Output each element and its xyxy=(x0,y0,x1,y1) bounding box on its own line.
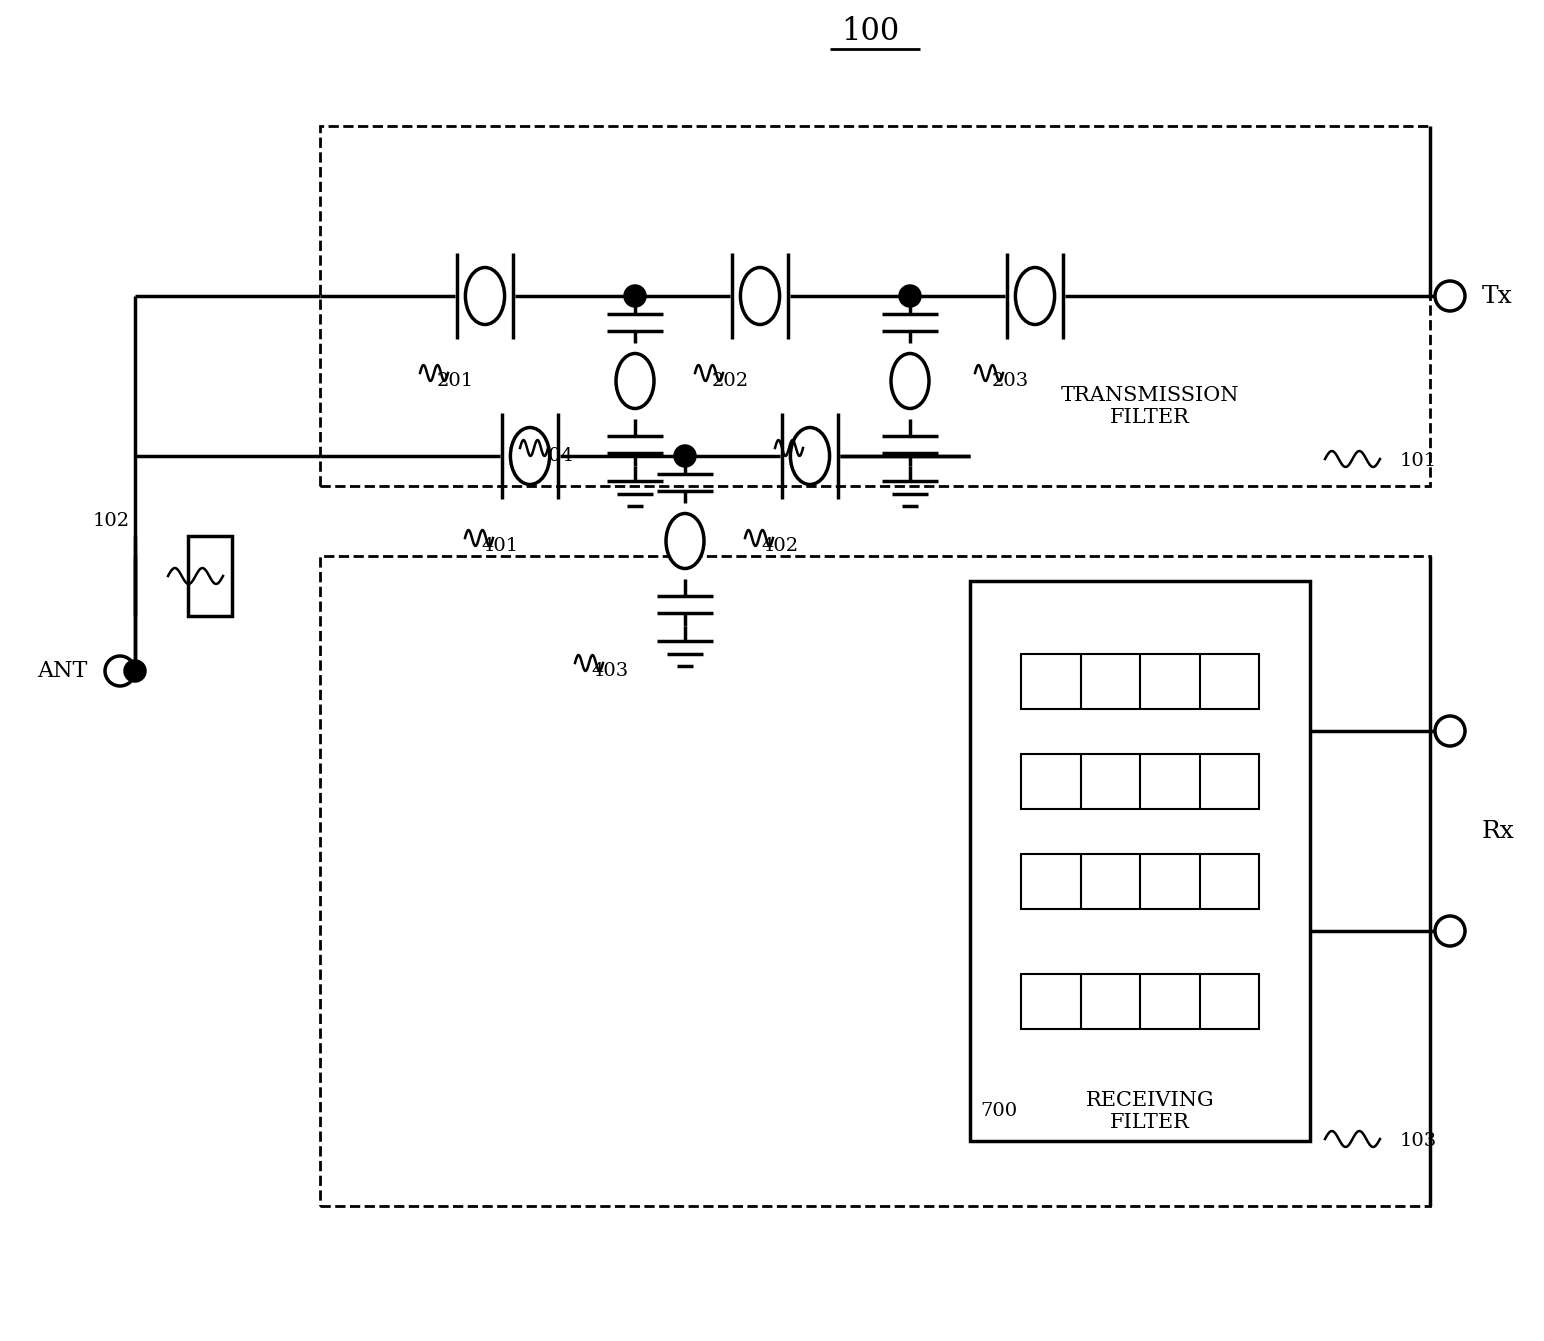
Ellipse shape xyxy=(665,514,704,569)
Text: 201: 201 xyxy=(437,371,474,390)
Circle shape xyxy=(125,661,145,681)
Ellipse shape xyxy=(616,354,655,409)
Text: Tx: Tx xyxy=(1482,284,1513,307)
Ellipse shape xyxy=(891,354,929,409)
Text: 100: 100 xyxy=(841,16,899,47)
Bar xyxy=(320,126,1430,485)
Text: ANT: ANT xyxy=(37,660,86,683)
Text: TRANSMISSION
FILTER: TRANSMISSION FILTER xyxy=(1061,385,1240,426)
Text: 102: 102 xyxy=(93,512,130,530)
Text: 103: 103 xyxy=(1400,1132,1437,1151)
Text: 203: 203 xyxy=(991,371,1028,390)
Bar xyxy=(1021,853,1258,908)
Bar xyxy=(1021,974,1258,1029)
Bar xyxy=(320,557,1430,1206)
Ellipse shape xyxy=(791,428,829,484)
Bar xyxy=(188,536,232,616)
Bar xyxy=(1021,754,1258,809)
Ellipse shape xyxy=(1016,267,1055,325)
Text: 700: 700 xyxy=(980,1102,1017,1120)
Text: Rx: Rx xyxy=(1482,819,1515,842)
Bar xyxy=(970,581,1309,1141)
Circle shape xyxy=(625,286,645,306)
Ellipse shape xyxy=(511,428,550,484)
Text: 205: 205 xyxy=(792,447,829,465)
Text: 202: 202 xyxy=(712,371,749,390)
Bar xyxy=(1021,653,1258,708)
Text: RECEIVING
FILTER: RECEIVING FILTER xyxy=(1085,1090,1214,1132)
Text: 204: 204 xyxy=(536,447,573,465)
Ellipse shape xyxy=(741,267,780,325)
Circle shape xyxy=(900,286,920,306)
Text: 401: 401 xyxy=(482,536,519,555)
Circle shape xyxy=(675,447,695,467)
Text: 403: 403 xyxy=(591,662,628,680)
Text: 101: 101 xyxy=(1400,452,1437,469)
Ellipse shape xyxy=(465,267,505,325)
Text: 402: 402 xyxy=(761,536,798,555)
